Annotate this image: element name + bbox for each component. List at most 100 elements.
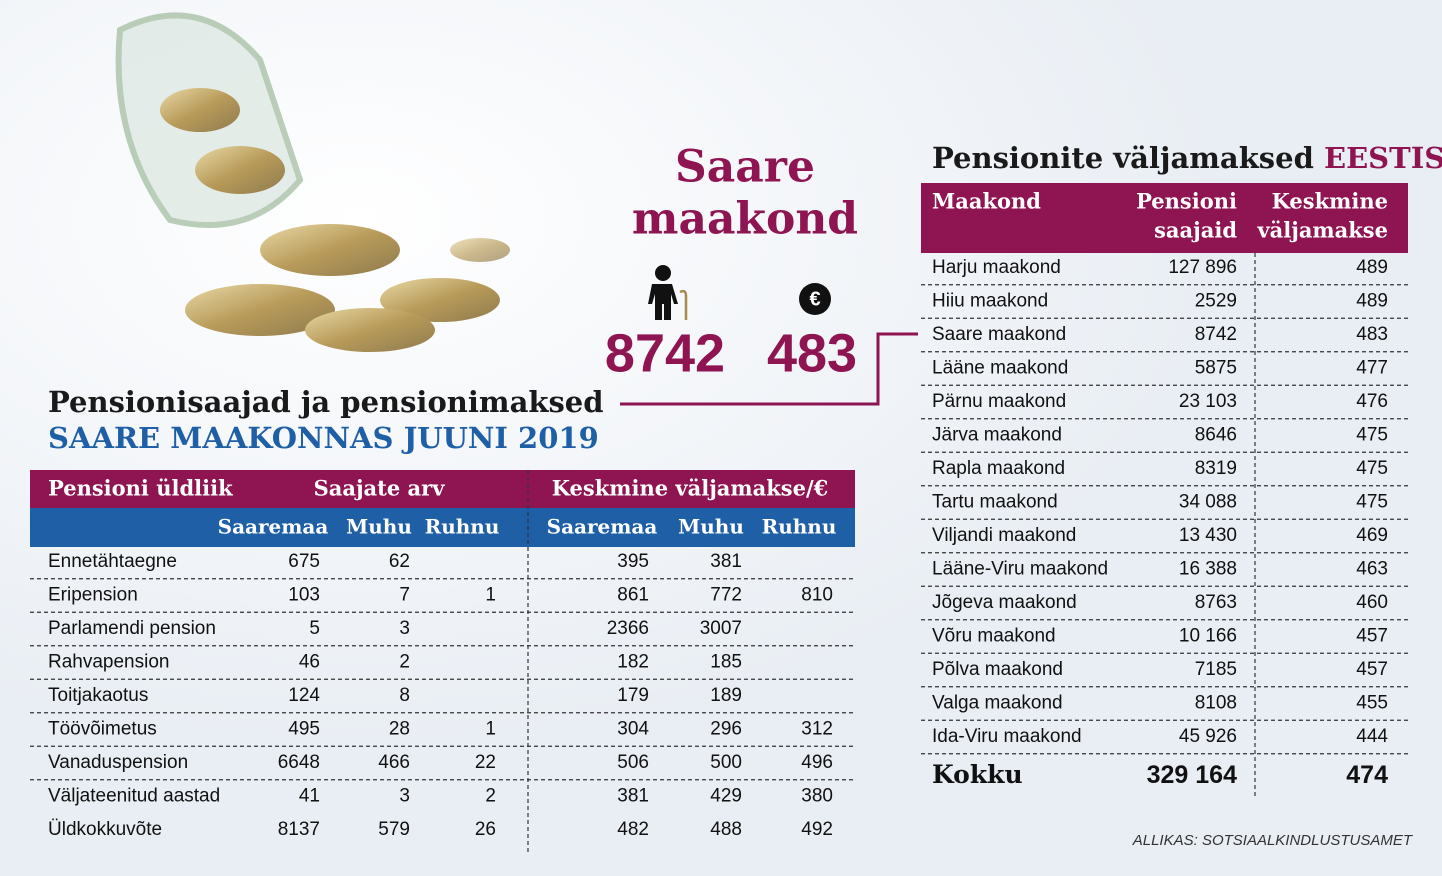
cell: 189: [710, 685, 742, 706]
sub-header: Ruhnu: [762, 515, 837, 539]
header: Maakond: [932, 189, 1041, 214]
center-title: Saare: [675, 142, 815, 193]
left-subtitle: SAARE MAAKONNAS JUUNI 2019: [48, 421, 599, 455]
average-number: 483: [767, 323, 857, 383]
cell: 23 103: [1179, 391, 1237, 412]
cell: 380: [801, 786, 833, 807]
header: Pensioni: [1136, 189, 1237, 214]
euro-icon: [799, 283, 831, 315]
cell: 810: [801, 585, 833, 606]
person-icon: [648, 265, 688, 320]
cell: 466: [378, 752, 410, 773]
cell: 10 166: [1179, 626, 1237, 647]
cell: 28: [389, 719, 410, 740]
row-label: Järva maakond: [932, 425, 1062, 446]
cell: 475: [1356, 458, 1388, 479]
cell: 2529: [1195, 291, 1237, 312]
cell: 8137: [278, 819, 320, 840]
cell: 7185: [1195, 659, 1237, 680]
row-label: Viljandi maakond: [932, 525, 1076, 546]
cell: 1: [485, 585, 496, 606]
cell: 182: [617, 652, 649, 673]
cell: 26: [475, 819, 496, 840]
cell: 395: [617, 551, 649, 572]
row-label: Üldkokkuvõte: [48, 819, 162, 840]
cell: 2: [399, 652, 410, 673]
cell: 475: [1356, 425, 1388, 446]
recipients-number: 8742: [605, 323, 725, 383]
cell: 483: [1356, 324, 1388, 345]
cell: 62: [389, 551, 410, 572]
cell: 469: [1356, 525, 1388, 546]
total-cell: 329 164: [1147, 761, 1237, 789]
cell: 296: [710, 719, 742, 740]
row-label: Toitjakaotus: [48, 685, 148, 706]
cell: 444: [1356, 726, 1388, 747]
cell: 8: [399, 685, 410, 706]
left-subheader: [30, 508, 855, 547]
row-label: Põlva maakond: [932, 659, 1063, 680]
cell: 495: [288, 719, 320, 740]
cell: 381: [710, 551, 742, 572]
cell: 3007: [700, 618, 742, 639]
row-label: Rapla maakond: [932, 458, 1065, 479]
cell: 127 896: [1168, 257, 1237, 278]
cell: 13 430: [1179, 525, 1237, 546]
cell: 34 088: [1179, 492, 1237, 513]
row-label: Rahvapension: [48, 652, 169, 673]
euro-sign: €: [809, 288, 820, 310]
cell: 489: [1356, 257, 1388, 278]
row-label: Eripension: [48, 585, 138, 606]
cell: 457: [1356, 659, 1388, 680]
right-header: [921, 183, 1408, 253]
cell: 2: [485, 786, 496, 807]
total-cell: 474: [1346, 761, 1388, 789]
header: Keskmine: [1272, 189, 1388, 214]
row-label: Saare maakond: [932, 324, 1066, 345]
row-label: Võru maakond: [932, 626, 1056, 647]
cell: 124: [288, 685, 320, 706]
connector: [620, 332, 918, 406]
cell: 8646: [1195, 425, 1237, 446]
cell: 103: [288, 585, 320, 606]
group-header: Keskmine väljamakse/€: [552, 476, 829, 501]
cell: 455: [1356, 693, 1388, 714]
source: ALLIKAS: SOTSIAALKINDLUSTUSAMET: [1132, 832, 1414, 849]
cell: 482: [617, 819, 649, 840]
row-label: Parlamendi pension: [48, 618, 216, 639]
cell: 7: [399, 585, 410, 606]
cell: 179: [617, 685, 649, 706]
cell: 488: [710, 819, 742, 840]
cell: 496: [801, 752, 833, 773]
right-title: Pensionite väljamaksed EESTIS: [932, 141, 1442, 175]
sub-header: Saaremaa: [218, 515, 329, 539]
group-header: Pensioni üldliik: [48, 476, 233, 501]
row-label: Vanaduspension: [48, 752, 188, 773]
center-title: maakond: [632, 194, 858, 245]
row-label: Väljateenitud aastad: [48, 786, 220, 807]
cell: 8763: [1195, 592, 1237, 613]
row-label: Ida-Viru maakond: [932, 726, 1082, 747]
cell: 8108: [1195, 693, 1237, 714]
sub-header: Ruhnu: [425, 515, 500, 539]
coins-illustration: [115, 12, 510, 352]
row-label: Tartu maakond: [932, 492, 1058, 513]
cell: 8319: [1195, 458, 1237, 479]
cell: 1: [485, 719, 496, 740]
cell: 304: [617, 719, 649, 740]
cell: 476: [1356, 391, 1388, 412]
cell: 5: [309, 618, 320, 639]
row-label: Lääne-Viru maakond: [932, 559, 1108, 580]
cell: 500: [710, 752, 742, 773]
sub-header: Muhu: [678, 515, 744, 539]
cell: 46: [299, 652, 320, 673]
cell: 457: [1356, 626, 1388, 647]
cell: 463: [1356, 559, 1388, 580]
cell: 5875: [1195, 358, 1237, 379]
cell: 460: [1356, 592, 1388, 613]
cell: 429: [710, 786, 742, 807]
row-label: Hiiu maakond: [932, 291, 1048, 312]
cell: 489: [1356, 291, 1388, 312]
row-label: Lääne maakond: [932, 358, 1068, 379]
